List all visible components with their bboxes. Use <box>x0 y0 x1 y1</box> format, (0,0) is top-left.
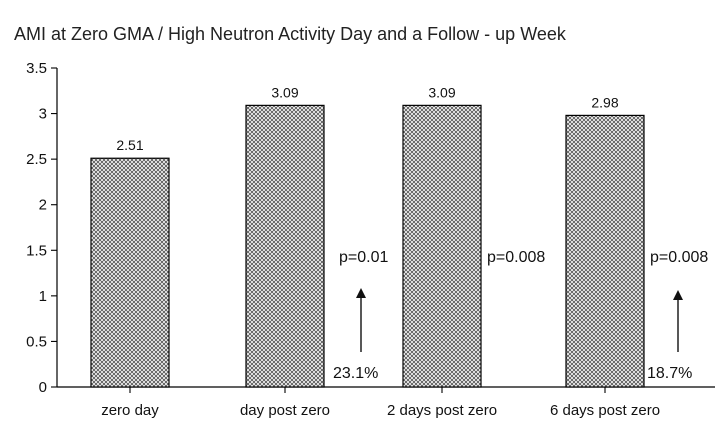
category-label: 6 days post zero <box>550 402 660 419</box>
bar <box>90 157 170 388</box>
category-label: zero day <box>101 402 159 419</box>
annotations: p=0.01 p=0.008 p=0.008 23.1% 18.7% <box>333 249 708 382</box>
bars <box>90 104 645 388</box>
y-tick-label: 1.5 <box>26 242 47 259</box>
bar <box>402 104 482 388</box>
y-tick-label: 2.5 <box>26 151 47 168</box>
value-label: 3.09 <box>271 84 298 100</box>
percent-change-label-1: 23.1% <box>333 365 378 382</box>
value-label: 3.09 <box>428 84 455 100</box>
value-label: 2.98 <box>591 94 618 110</box>
category-label: day post zero <box>240 402 330 419</box>
y-tick-label: 0 <box>39 379 47 396</box>
y-tick-label: 2 <box>39 197 47 214</box>
y-axis-ticks: 0 0.5 1 1.5 2 2.5 3 3.5 <box>26 60 57 396</box>
category-labels: zero day day post zero 2 days post zero 6 d… <box>101 387 660 419</box>
p-value-label-1: p=0.01 <box>339 249 388 266</box>
chart-title: AMI at Zero GMA / High Neutron Activity … <box>14 24 567 44</box>
y-tick-label: 3 <box>39 106 47 123</box>
y-tick-label: 0.5 <box>26 333 47 350</box>
category-label: 2 days post zero <box>387 402 497 419</box>
arrow-up-icon <box>356 288 366 352</box>
y-tick-label: 1 <box>39 288 47 305</box>
y-tick-label: 3.5 <box>26 60 47 77</box>
p-value-label-3: p=0.008 <box>650 249 708 266</box>
percent-change-label-2: 18.7% <box>647 365 692 382</box>
value-labels: 2.51 3.09 3.09 2.98 <box>116 84 618 153</box>
value-label: 2.51 <box>116 137 143 153</box>
p-value-label-2: p=0.008 <box>487 249 545 266</box>
bar <box>245 104 325 388</box>
bar <box>565 114 645 388</box>
arrow-up-icon <box>673 290 683 352</box>
